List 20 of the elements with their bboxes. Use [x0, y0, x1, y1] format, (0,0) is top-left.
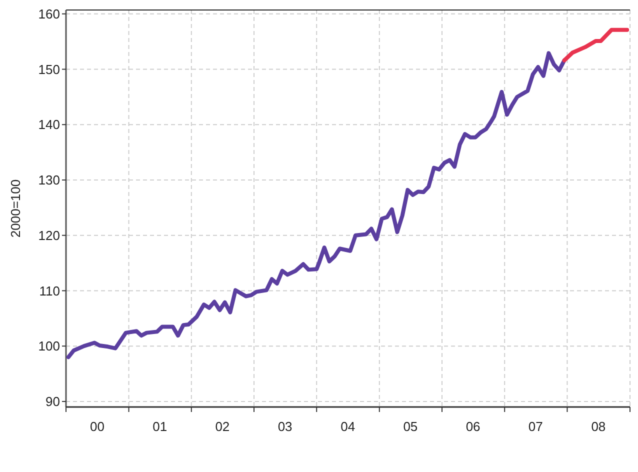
y-axis-title: 2000=100	[8, 179, 23, 238]
y-tick-label: 130	[38, 172, 60, 188]
line-series	[66, 51, 566, 360]
x-tick-label: 03	[278, 419, 292, 434]
x-tick-label: 04	[340, 419, 356, 434]
y-tick-label: 150	[38, 62, 60, 77]
x-tick-label: 06	[466, 419, 480, 434]
y-tick-label: 160	[38, 6, 60, 22]
x-tick-label: 08	[591, 419, 606, 434]
x-tick-label: 05	[403, 419, 418, 434]
x-tick-label: 02	[215, 419, 230, 434]
y-tick-label: 110	[39, 283, 60, 298]
y-tick-label: 100	[38, 338, 60, 354]
x-tick-label: 01	[152, 419, 168, 434]
y-tick-label: 140	[38, 117, 60, 132]
line-series	[562, 28, 630, 62]
x-tick-label: 00	[90, 419, 104, 434]
y-tick-label: 120	[38, 228, 60, 243]
y-tick-label: 90	[46, 394, 60, 410]
x-tick-label: 07	[528, 419, 543, 434]
